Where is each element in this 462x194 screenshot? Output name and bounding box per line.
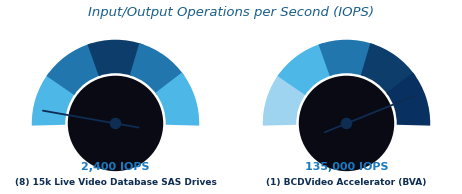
Wedge shape: [130, 43, 184, 95]
Wedge shape: [47, 43, 101, 95]
Wedge shape: [155, 73, 199, 126]
Wedge shape: [263, 73, 307, 126]
Wedge shape: [361, 43, 415, 95]
Text: (8) 15k Live Video Database SAS Drives: (8) 15k Live Video Database SAS Drives: [15, 178, 216, 187]
Text: (1) BCDVideo Accelerator (BVA): (1) BCDVideo Accelerator (BVA): [266, 178, 427, 187]
Text: Input/Output Operations per Second (IOPS): Input/Output Operations per Second (IOPS…: [88, 6, 374, 19]
Circle shape: [110, 118, 121, 128]
Wedge shape: [386, 73, 430, 126]
Wedge shape: [32, 73, 76, 126]
Wedge shape: [68, 76, 163, 171]
Wedge shape: [299, 76, 394, 171]
Wedge shape: [88, 40, 143, 76]
Wedge shape: [278, 43, 332, 95]
Text: 2,400 IOPS: 2,400 IOPS: [81, 162, 150, 172]
Text: 135,000 IOPS: 135,000 IOPS: [305, 162, 388, 172]
Circle shape: [341, 118, 352, 128]
Wedge shape: [319, 40, 374, 76]
